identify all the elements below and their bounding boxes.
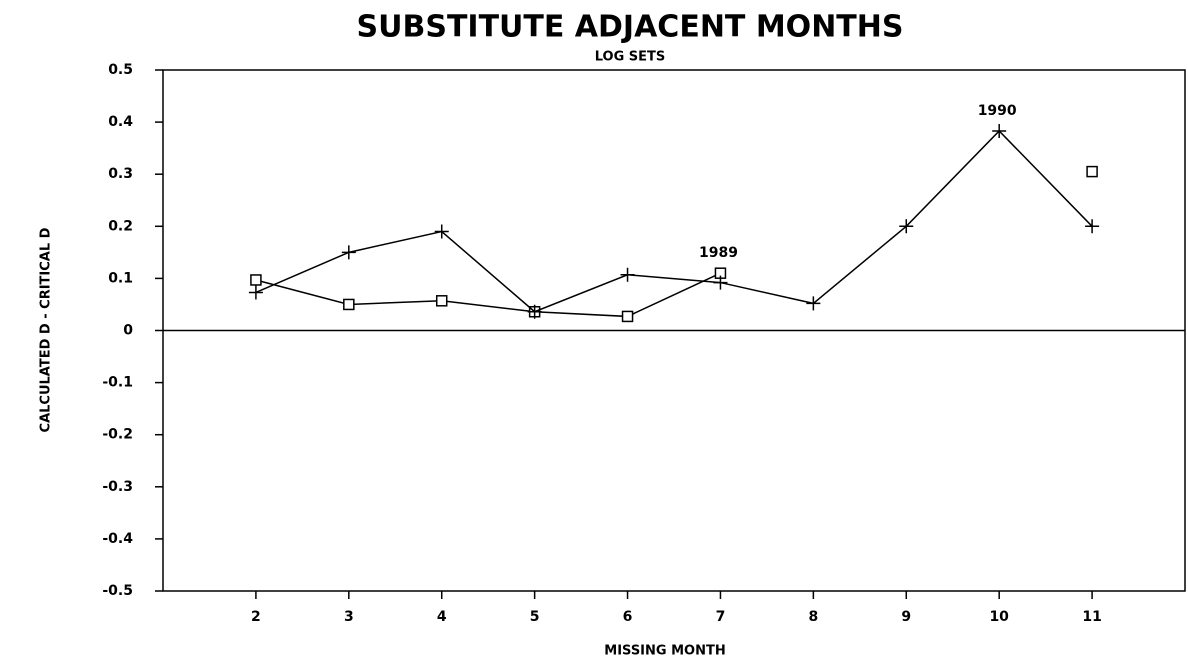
- x-tick-label: 10: [989, 609, 1009, 625]
- square-marker: [621, 310, 634, 323]
- series-label: 1989: [699, 245, 738, 261]
- x-tick-label: 5: [530, 609, 540, 625]
- plus-marker: [341, 245, 356, 260]
- plus-marker: [1085, 219, 1100, 234]
- y-tick-label: -0.2: [102, 427, 133, 443]
- plus-marker: [248, 285, 263, 300]
- x-tick-label: 7: [716, 609, 726, 625]
- x-tick-label: 11: [1082, 609, 1101, 625]
- square-marker: [1086, 165, 1098, 178]
- plus-marker: [899, 219, 914, 234]
- y-tick-label: 0: [123, 323, 133, 339]
- x-tick-label: 8: [808, 609, 818, 625]
- x-tick-label: 9: [901, 609, 911, 625]
- plus-marker: [713, 275, 728, 290]
- square-marker: [250, 274, 262, 286]
- y-axis-title: CALCULATED D - CRITICAL D: [39, 227, 54, 432]
- x-tick-label: 2: [251, 609, 261, 625]
- chart-subtitle: LOG SETS: [595, 50, 666, 65]
- series-label: 1990: [978, 103, 1017, 119]
- series-line: [255, 129, 1093, 313]
- x-axis-title: MISSING MONTH: [604, 644, 725, 659]
- series-line: [256, 172, 1092, 317]
- y-tick-label: 0.5: [108, 62, 133, 78]
- plus-marker: [992, 123, 1007, 138]
- square-marker: [435, 295, 448, 307]
- plus-marker: [527, 304, 542, 319]
- y-tick-label: 0.2: [108, 218, 133, 234]
- x-tick-label: 6: [623, 609, 633, 625]
- y-tick-label: 0.3: [108, 166, 133, 182]
- plus-marker: [620, 267, 635, 282]
- y-tick-label: -0.3: [102, 479, 133, 495]
- y-tick-label: -0.5: [102, 583, 133, 599]
- y-tick-label: 0.1: [108, 270, 133, 286]
- x-tick-label: 4: [437, 609, 447, 625]
- y-tick-label: 0.4: [108, 114, 133, 130]
- square-marker: [343, 298, 355, 311]
- y-tick-label: -0.4: [102, 531, 133, 547]
- plus-marker: [434, 224, 449, 239]
- y-tick-label: -0.1: [102, 375, 133, 391]
- plus-marker: [806, 296, 821, 311]
- chart-title: SUBSTITUTE ADJACENT MONTHS: [357, 10, 904, 45]
- x-tick-label: 3: [344, 609, 354, 625]
